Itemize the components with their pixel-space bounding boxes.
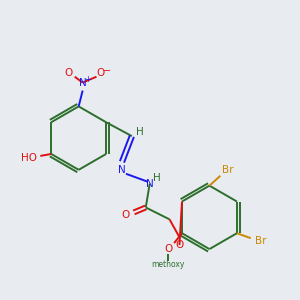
Text: O: O [64, 68, 73, 78]
Text: O: O [122, 210, 130, 220]
Text: N: N [79, 78, 86, 88]
Text: H: H [136, 127, 144, 137]
Text: N: N [118, 165, 126, 175]
Text: HO: HO [21, 153, 38, 163]
Text: O: O [164, 244, 172, 254]
Text: N: N [146, 179, 154, 189]
Text: methoxy: methoxy [152, 260, 185, 269]
Text: O: O [175, 240, 184, 250]
Text: Br: Br [255, 236, 266, 246]
Text: −: − [103, 66, 112, 76]
Text: H: H [153, 173, 160, 183]
Text: Br: Br [221, 165, 233, 175]
Text: O: O [96, 68, 105, 78]
Text: +: + [85, 75, 92, 84]
